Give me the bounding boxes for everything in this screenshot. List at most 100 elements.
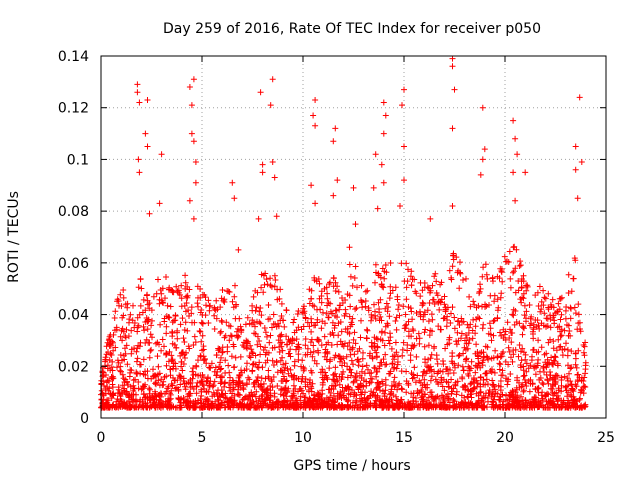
data-point bbox=[251, 330, 258, 337]
data-point bbox=[391, 356, 398, 363]
data-point bbox=[358, 299, 365, 305]
data-point bbox=[324, 295, 331, 302]
data-point bbox=[174, 288, 181, 295]
data-point bbox=[572, 350, 579, 357]
data-point bbox=[152, 388, 158, 395]
data-point bbox=[270, 311, 277, 318]
data-point bbox=[383, 300, 390, 307]
data-point bbox=[354, 348, 361, 355]
data-point bbox=[108, 364, 115, 371]
data-point bbox=[336, 381, 343, 388]
data-point bbox=[312, 322, 319, 329]
data-point bbox=[375, 270, 382, 277]
data-point bbox=[330, 192, 337, 199]
data-point bbox=[368, 339, 375, 346]
data-point bbox=[389, 400, 396, 407]
data-point bbox=[156, 300, 163, 307]
data-point bbox=[335, 332, 342, 339]
data-point bbox=[215, 345, 222, 352]
data-point bbox=[483, 271, 490, 278]
data-point bbox=[558, 332, 565, 339]
data-point bbox=[506, 335, 513, 341]
data-point bbox=[503, 396, 509, 403]
data-point bbox=[153, 379, 159, 386]
data-point bbox=[507, 371, 514, 377]
data-point bbox=[562, 384, 569, 391]
data-point bbox=[112, 344, 119, 351]
data-point bbox=[283, 307, 290, 314]
data-point bbox=[453, 341, 460, 348]
data-point bbox=[250, 381, 257, 387]
data-point bbox=[312, 404, 319, 411]
data-point bbox=[416, 340, 423, 347]
data-point bbox=[168, 381, 175, 387]
data-point bbox=[560, 397, 567, 404]
data-point bbox=[538, 392, 545, 399]
data-point bbox=[507, 284, 514, 291]
data-point bbox=[140, 391, 147, 398]
data-point bbox=[199, 332, 206, 339]
data-point bbox=[496, 275, 503, 282]
data-point bbox=[218, 387, 225, 394]
data-point bbox=[469, 327, 476, 334]
data-point bbox=[565, 322, 572, 329]
data-point bbox=[581, 383, 588, 390]
data-point bbox=[533, 394, 539, 401]
data-point bbox=[523, 360, 530, 367]
data-point bbox=[382, 376, 389, 383]
data-point bbox=[544, 315, 551, 322]
data-point bbox=[190, 76, 197, 83]
data-point bbox=[213, 315, 220, 322]
data-point bbox=[551, 320, 558, 327]
data-point bbox=[387, 260, 394, 266]
data-point bbox=[575, 311, 582, 318]
data-point bbox=[501, 331, 508, 338]
data-point bbox=[517, 404, 524, 411]
data-point bbox=[575, 301, 582, 308]
data-point bbox=[190, 138, 197, 145]
data-point bbox=[342, 326, 349, 333]
data-point bbox=[477, 388, 484, 395]
data-point bbox=[489, 377, 496, 384]
data-point bbox=[170, 374, 176, 381]
data-point bbox=[347, 403, 354, 410]
data-point bbox=[337, 391, 344, 398]
data-point bbox=[312, 200, 319, 207]
data-point bbox=[486, 320, 493, 327]
data-point bbox=[531, 399, 538, 406]
data-point bbox=[278, 331, 285, 338]
data-point bbox=[117, 333, 124, 340]
data-point bbox=[432, 376, 439, 383]
data-point bbox=[416, 377, 423, 384]
data-point bbox=[329, 382, 335, 389]
data-point bbox=[122, 376, 129, 383]
data-point bbox=[291, 358, 298, 365]
data-point bbox=[323, 310, 330, 317]
data-point bbox=[482, 304, 488, 310]
data-point bbox=[565, 271, 572, 278]
data-point bbox=[200, 382, 207, 389]
data-point bbox=[282, 360, 289, 367]
data-point bbox=[118, 303, 125, 310]
data-point bbox=[197, 328, 204, 335]
data-point bbox=[152, 380, 159, 387]
data-point bbox=[274, 369, 281, 376]
data-point bbox=[250, 360, 257, 367]
data-point bbox=[246, 376, 253, 383]
y-tick-label: 0.08 bbox=[58, 204, 89, 220]
data-point bbox=[535, 303, 542, 309]
data-point bbox=[427, 389, 434, 396]
data-point bbox=[113, 398, 120, 405]
data-point bbox=[334, 341, 341, 348]
data-point bbox=[402, 325, 409, 332]
data-point bbox=[487, 325, 494, 332]
data-point bbox=[459, 375, 466, 382]
data-point bbox=[404, 342, 411, 348]
data-point bbox=[352, 221, 359, 228]
data-point bbox=[338, 395, 345, 402]
data-point bbox=[491, 393, 498, 400]
data-points bbox=[98, 55, 589, 411]
data-point bbox=[541, 369, 547, 375]
data-point bbox=[564, 393, 571, 400]
data-point bbox=[161, 318, 168, 325]
